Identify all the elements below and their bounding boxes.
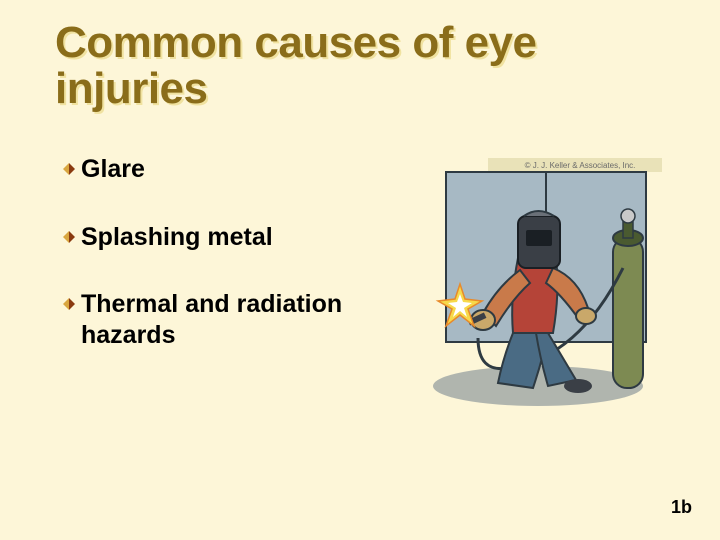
slide: Common causes of eye injuries Glare Spla… [0, 0, 720, 540]
bullet-text: Thermal and radiation hazards [81, 289, 405, 352]
diamond-bullet-icon [63, 231, 75, 243]
diamond-bullet-icon [63, 298, 75, 310]
bullet-text: Splashing metal [81, 222, 273, 253]
bullet-list: Glare Splashing metal Thermal and radiat… [55, 154, 405, 351]
welder-illustration: © J. J. Keller & Associates, Inc. [428, 158, 662, 410]
bullet-text: Glare [81, 154, 145, 185]
list-item: Splashing metal [63, 222, 405, 253]
list-item: Glare [63, 154, 405, 185]
diamond-bullet-icon [63, 163, 75, 175]
page-title: Common causes of eye injuries [55, 20, 672, 112]
copyright-text: © J. J. Keller & Associates, Inc. [525, 161, 636, 170]
page-number: 1b [671, 497, 692, 518]
list-item: Thermal and radiation hazards [63, 289, 405, 352]
